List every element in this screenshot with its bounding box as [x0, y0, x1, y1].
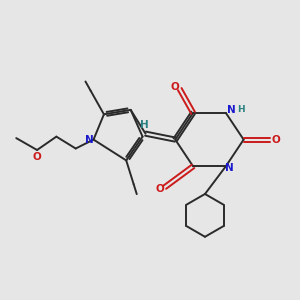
Text: H: H [140, 120, 148, 130]
Text: O: O [272, 135, 280, 145]
Text: O: O [33, 152, 41, 161]
Text: N: N [85, 135, 93, 145]
Text: H: H [237, 105, 245, 114]
Text: O: O [155, 184, 164, 194]
Text: N: N [225, 163, 234, 173]
Text: O: O [171, 82, 180, 92]
Text: N: N [227, 105, 236, 115]
